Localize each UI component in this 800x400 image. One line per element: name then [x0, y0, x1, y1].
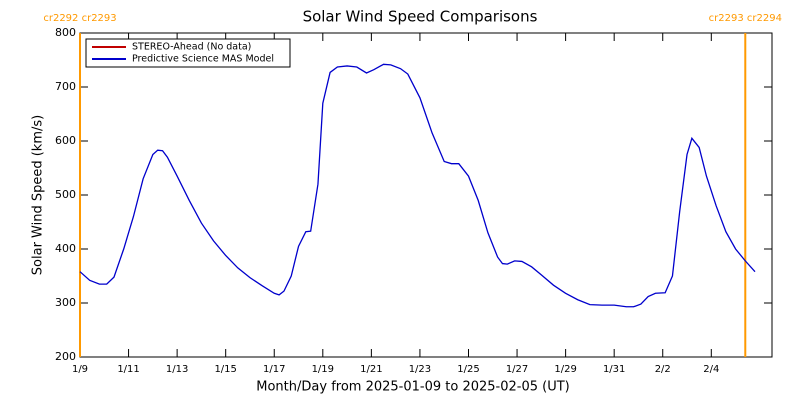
x-tick-label: 1/11	[117, 364, 139, 375]
legend-box	[85, 38, 291, 68]
x-tick-label: 1/27	[506, 364, 528, 375]
x-tick-label: 2/4	[703, 364, 719, 375]
series-line	[79, 63, 756, 308]
x-tick-label: 1/13	[166, 364, 188, 375]
x-tick-label: 1/25	[457, 364, 479, 375]
y-tick-label: 400	[55, 242, 76, 255]
y-tick-label: 700	[55, 80, 76, 93]
chart-title: Solar Wind Speed Comparisons	[303, 8, 538, 26]
y-tick-label: 500	[55, 188, 76, 201]
rotation-label: cr2293 cr2294	[709, 13, 782, 24]
x-tick-label: 1/29	[554, 364, 576, 375]
legend-label: STEREO-Ahead (No data)	[132, 42, 251, 53]
y-tick-label: 600	[55, 134, 76, 147]
x-tick-label: 1/15	[214, 364, 236, 375]
rotation-label: cr2292 cr2293	[43, 13, 116, 24]
x-tick-label: 1/21	[360, 364, 382, 375]
legend-label: Predictive Science MAS Model	[132, 54, 274, 65]
x-tick-label: 1/9	[72, 364, 88, 375]
x-tick-label: 1/31	[603, 364, 625, 375]
y-tick-label: 200	[55, 350, 76, 363]
x-tick-label: 2/2	[655, 364, 671, 375]
y-tick-label: 800	[55, 26, 76, 39]
x-axis-label: Month/Day from 2025-01-09 to 2025-02-05 …	[256, 380, 569, 395]
x-tick-label: 1/19	[312, 364, 334, 375]
x-tick-label: 1/23	[409, 364, 431, 375]
y-tick-label: 300	[55, 296, 76, 309]
x-tick-label: 1/17	[263, 364, 285, 375]
y-axis-label: Solar Wind Speed (km/s)	[31, 115, 46, 275]
